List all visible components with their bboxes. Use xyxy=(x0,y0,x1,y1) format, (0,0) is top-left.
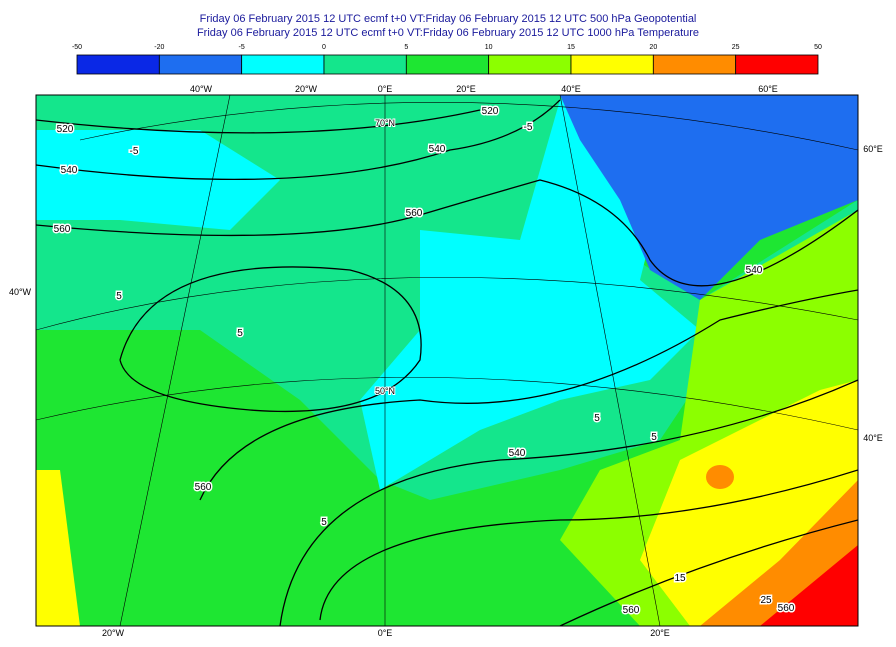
colorbar-box xyxy=(488,54,572,75)
colorbar-box xyxy=(405,54,490,75)
colorbar-box xyxy=(158,54,243,75)
right-label: 60°E xyxy=(863,144,883,154)
top-label: 40°W xyxy=(190,84,213,94)
top-label: 0°E xyxy=(378,84,393,94)
colorbar-tick-label: -5 xyxy=(239,44,245,51)
contour-label: 560 xyxy=(778,603,795,614)
contour-label: 5 xyxy=(321,517,327,528)
right-label: 40°E xyxy=(863,433,883,443)
colorbar-tick-label: 25 xyxy=(732,44,740,51)
contour-label: 560 xyxy=(623,605,640,616)
colorbar-tick-label: 20 xyxy=(649,44,657,51)
contour-label: 540 xyxy=(61,165,78,176)
colorbar-tick-label: 0 xyxy=(322,44,326,51)
colorbar-tick-label: 15 xyxy=(567,44,575,51)
colorbar-tick-label: -20 xyxy=(154,44,164,51)
colorbar-box xyxy=(570,54,654,75)
colorbar-box xyxy=(652,54,737,75)
contour-label: 560 xyxy=(195,482,212,493)
left-label: 40°W xyxy=(9,287,32,297)
contour-label: 25 xyxy=(760,595,772,606)
top-label: 20°W xyxy=(295,84,318,94)
colorbar-box xyxy=(735,54,819,75)
contour-label: 5 xyxy=(237,328,243,339)
colorbar-tick-label: -50 xyxy=(72,44,82,51)
contour-label: 560 xyxy=(54,224,71,235)
map-field xyxy=(36,95,858,626)
colorbar-box xyxy=(76,54,160,75)
bottom-label: 20°W xyxy=(102,628,125,638)
colorbar-tick-label: 50 xyxy=(814,44,822,51)
colorbar: -50 -20 -5 0 5 10 15 20 25 50 xyxy=(72,44,822,75)
contour-label: 540 xyxy=(509,448,526,459)
top-label: 20°E xyxy=(456,84,476,94)
bottom-label: 0°E xyxy=(378,628,393,638)
graticule-label: 70°N xyxy=(375,118,395,128)
contour-label: 560 xyxy=(406,208,423,219)
colorbar-tick-label: 10 xyxy=(485,44,493,51)
bottom-label: 20°E xyxy=(650,628,670,638)
contour-label: 15 xyxy=(674,573,686,584)
title-line: Friday 06 February 2015 12 UTC ecmf t+0 … xyxy=(197,27,699,39)
contour-label: 520 xyxy=(57,124,74,135)
map-labels: 40°W 20°W 0°E 20°E 40°E 60°E 20°W 0°E 20°E 40°W 60… xyxy=(9,84,883,638)
contour-label: 540 xyxy=(429,144,446,155)
contour-label: -5 xyxy=(130,146,139,157)
contour-label: 5 xyxy=(651,432,657,443)
contour-label: -5 xyxy=(524,122,533,133)
contour-label: 540 xyxy=(746,265,763,276)
top-label: 40°E xyxy=(561,84,581,94)
top-label: 60°E xyxy=(758,84,778,94)
contour-label: 5 xyxy=(116,291,122,302)
colorbar-box xyxy=(323,54,407,75)
contour-label: 520 xyxy=(482,106,499,117)
title-line: Friday 06 February 2015 12 UTC ecmf t+0 … xyxy=(200,13,697,25)
contour-label: 5 xyxy=(594,413,600,424)
colorbar-tick-label: 5 xyxy=(404,44,408,51)
graticule-label: 50°N xyxy=(375,386,395,396)
map-frame xyxy=(35,94,859,627)
colorbar-box xyxy=(241,54,325,75)
